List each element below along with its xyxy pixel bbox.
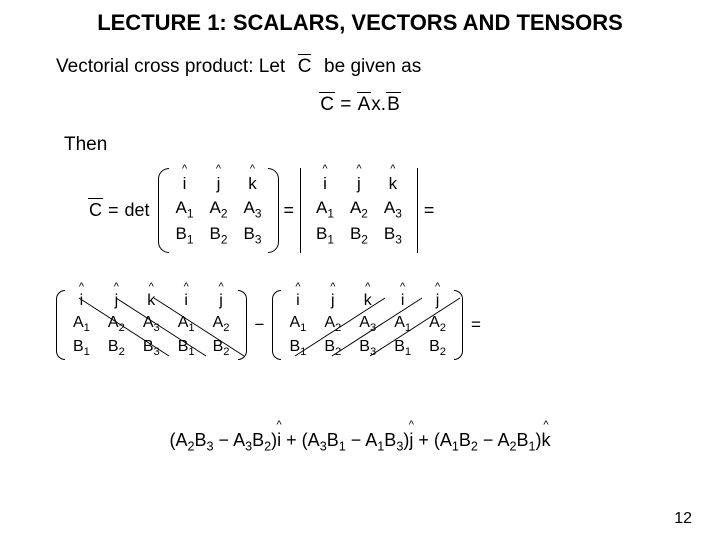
eq1-op: x. [371, 94, 386, 115]
eq1-a: A [357, 94, 372, 116]
det-equals-2: = [424, 200, 435, 221]
result-expression: (A2B3 − A3B2)i + (A3B1 − A1B3)j + (A1B2 … [0, 430, 720, 454]
eq1-equals: = [340, 94, 356, 115]
unit-i: i [183, 174, 187, 194]
equals-after-sarrus: = [471, 315, 481, 335]
sarrus-block-negative: i j k i j A1 A2 A3 A1 A2 B1 B2 B3 [280, 290, 455, 360]
det-matrix-paren: i j k A1 A2 A3 B1 B2 B3 [158, 168, 280, 253]
sarrus-expansion-row: i j k i j A1 A2 A3 A1 A2 B1 B2 B3 [56, 290, 481, 360]
paren-right-1 [239, 290, 247, 360]
intro-line: Vectorial cross product: Let C be given … [56, 56, 421, 78]
intro-suffix: be given as [324, 56, 421, 77]
paren-left-2 [272, 290, 280, 360]
lecture-title: LECTURE 1: SCALARS, VECTORS AND TENSORS [0, 10, 720, 36]
intro-c-symbol: C [296, 56, 314, 78]
eq1-lhs: C [319, 94, 335, 116]
intro-prefix: Vectorial cross product: Let [56, 56, 285, 77]
then-label: Then [64, 134, 107, 156]
det-lhs: C [88, 200, 103, 221]
det-equals-1: = [283, 200, 294, 221]
sarrus-block-positive: i j k i j A1 A2 A3 A1 A2 B1 B2 B3 [64, 290, 239, 360]
page-number: 12 [674, 510, 692, 528]
eq1-b: B [386, 94, 401, 116]
equation-c-equals-axb: C = Ax.B [0, 94, 720, 116]
minus-sign: − [255, 315, 265, 335]
paren-left-1 [56, 290, 64, 360]
determinant-line: C = det i j k A1 A2 A3 B1 B2 B3 [88, 168, 434, 253]
unit-k: k [248, 174, 257, 194]
det-matrix-bars: i j k A1 A2 A3 B1 B2 B3 [298, 168, 420, 253]
paren-right-2 [455, 290, 463, 360]
det-word: det [125, 200, 150, 221]
unit-j: j [217, 174, 221, 194]
